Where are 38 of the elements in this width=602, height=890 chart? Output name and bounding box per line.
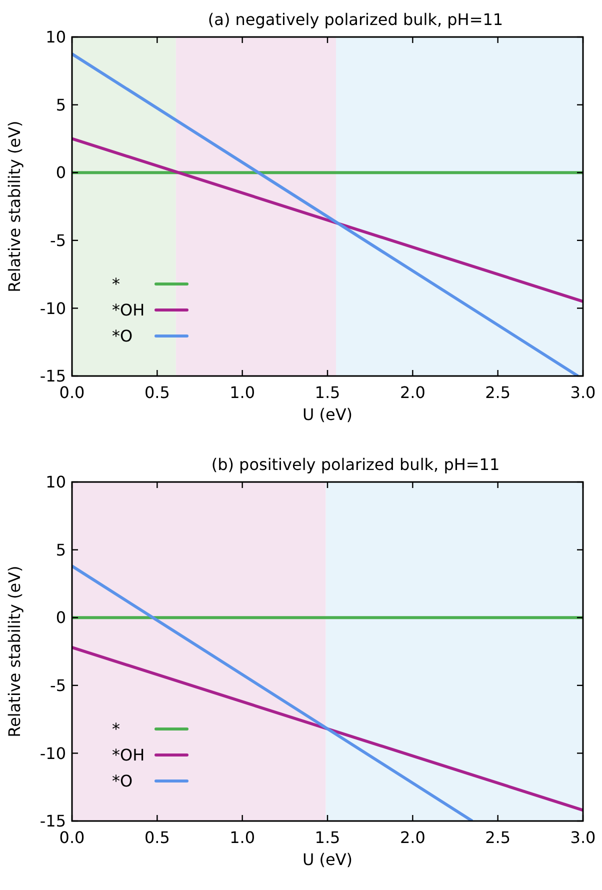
- y-tick-label: -15: [40, 366, 66, 386]
- x-tick-label: 0.5: [144, 828, 170, 847]
- legend-label: *OH: [112, 746, 145, 765]
- x-axis-title: U (eV): [302, 850, 353, 869]
- x-tick-label: 1.0: [230, 383, 256, 402]
- y-tick-label: -5: [50, 676, 66, 695]
- x-tick-label: 3.0: [570, 828, 596, 847]
- y-tick-label: -10: [40, 298, 66, 318]
- x-axis-title: U (eV): [302, 405, 353, 424]
- chart-title: (b) positively polarized bulk, pH=11: [211, 455, 500, 474]
- y-tick-label: 0: [56, 163, 66, 182]
- x-tick-label: 1.0: [230, 828, 256, 847]
- y-tick-label: 5: [56, 540, 66, 560]
- x-tick-label: 2.5: [485, 828, 511, 847]
- x-tick-label: 2.0: [400, 828, 426, 847]
- x-tick-label: 2.0: [400, 383, 426, 402]
- x-tick-label: 1.5: [314, 383, 340, 402]
- y-tick-label: -15: [40, 812, 66, 831]
- y-axis-title: Relative stability (eV): [5, 566, 24, 738]
- legend-label: *: [112, 720, 120, 739]
- x-tick-label: 3.0: [570, 383, 596, 402]
- y-axis-title: Relative stability (eV): [5, 120, 24, 292]
- x-tick-label: 1.5: [314, 828, 340, 847]
- y-tick-label: -10: [40, 744, 66, 763]
- chart-title: (a) negatively polarized bulk, pH=11: [208, 10, 504, 29]
- legend-label: *O: [112, 326, 133, 346]
- x-tick-label: 0.0: [59, 828, 85, 847]
- y-tick-label: 5: [56, 95, 66, 114]
- legend-label: *: [112, 274, 120, 294]
- legend-label: *O: [112, 772, 133, 791]
- x-tick-label: 0.5: [144, 383, 170, 402]
- x-tick-label: 2.5: [485, 383, 511, 402]
- x-tick-label: 0.0: [59, 383, 85, 402]
- y-tick-label: 10: [46, 472, 66, 492]
- y-tick-label: 10: [46, 28, 66, 47]
- y-tick-label: 0: [56, 608, 66, 628]
- legend-label: *OH: [112, 300, 145, 320]
- y-tick-label: -5: [50, 231, 66, 250]
